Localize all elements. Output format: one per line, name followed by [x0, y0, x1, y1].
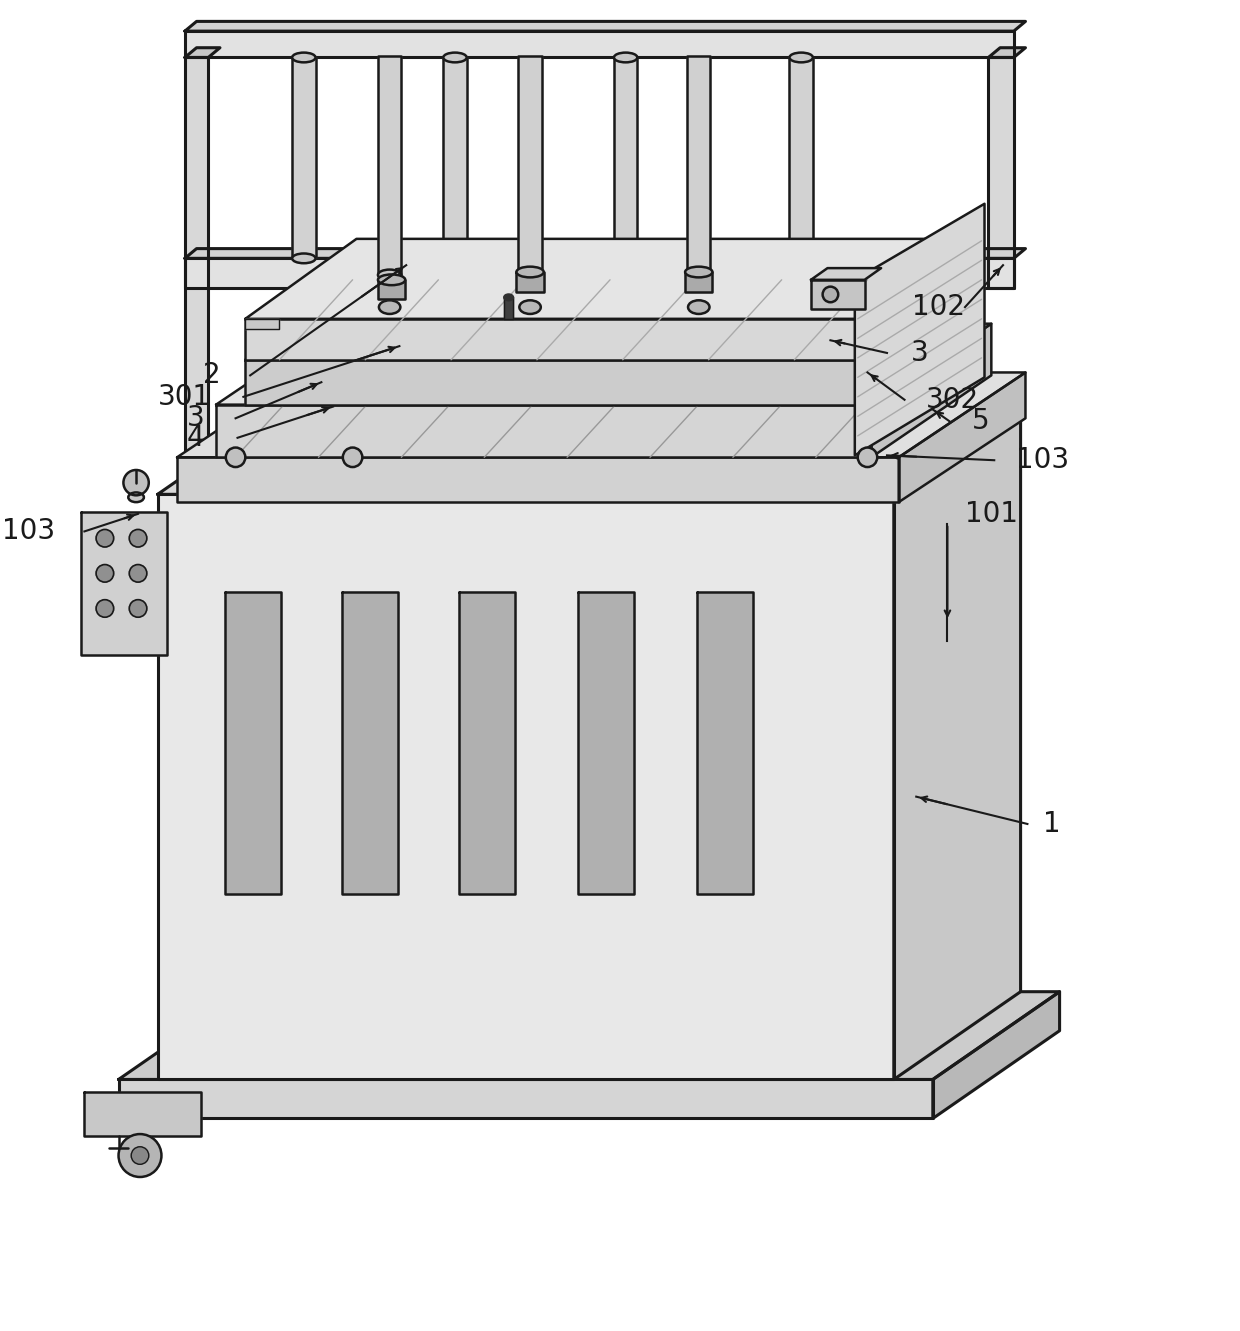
- Polygon shape: [185, 31, 1014, 57]
- Text: 4: 4: [187, 423, 205, 451]
- Polygon shape: [378, 56, 402, 276]
- Ellipse shape: [790, 53, 813, 63]
- Ellipse shape: [614, 253, 637, 264]
- Polygon shape: [686, 272, 713, 291]
- Polygon shape: [246, 319, 279, 329]
- Text: 1: 1: [1043, 811, 1060, 839]
- Ellipse shape: [520, 301, 541, 314]
- Polygon shape: [177, 373, 1025, 458]
- Polygon shape: [378, 280, 405, 299]
- Text: 5: 5: [972, 407, 990, 435]
- Circle shape: [119, 1134, 161, 1177]
- Polygon shape: [854, 204, 985, 455]
- Text: 103: 103: [1016, 446, 1069, 474]
- Ellipse shape: [378, 274, 405, 285]
- Polygon shape: [216, 405, 872, 458]
- Ellipse shape: [687, 270, 711, 281]
- Polygon shape: [858, 238, 968, 359]
- Polygon shape: [790, 57, 813, 258]
- Polygon shape: [518, 56, 542, 276]
- Circle shape: [97, 564, 114, 582]
- Text: 103: 103: [2, 518, 55, 546]
- Polygon shape: [246, 238, 968, 319]
- Polygon shape: [185, 258, 1014, 287]
- Polygon shape: [82, 512, 167, 655]
- Polygon shape: [177, 458, 899, 502]
- Polygon shape: [894, 406, 1021, 1079]
- Ellipse shape: [128, 492, 144, 502]
- Circle shape: [342, 447, 362, 467]
- Polygon shape: [503, 297, 513, 319]
- Polygon shape: [185, 57, 208, 461]
- Polygon shape: [899, 373, 1025, 502]
- Polygon shape: [119, 1079, 932, 1118]
- Polygon shape: [119, 992, 1060, 1079]
- Ellipse shape: [293, 253, 315, 264]
- Polygon shape: [858, 280, 972, 405]
- Polygon shape: [157, 406, 1021, 494]
- Polygon shape: [443, 57, 466, 258]
- Polygon shape: [293, 57, 315, 258]
- Polygon shape: [811, 280, 864, 309]
- Text: 3: 3: [186, 405, 205, 433]
- Text: 302: 302: [926, 386, 980, 414]
- Ellipse shape: [790, 253, 813, 264]
- Text: 3: 3: [910, 339, 928, 367]
- Circle shape: [822, 286, 838, 302]
- Polygon shape: [872, 323, 991, 458]
- Ellipse shape: [378, 270, 402, 281]
- Ellipse shape: [443, 53, 466, 63]
- Polygon shape: [988, 48, 1025, 57]
- Circle shape: [226, 447, 246, 467]
- Polygon shape: [84, 1093, 201, 1137]
- Polygon shape: [811, 268, 882, 280]
- Polygon shape: [459, 592, 516, 894]
- Ellipse shape: [614, 53, 637, 63]
- Ellipse shape: [516, 266, 543, 277]
- Polygon shape: [216, 323, 991, 405]
- Circle shape: [97, 530, 114, 547]
- Circle shape: [129, 530, 146, 547]
- Polygon shape: [614, 57, 637, 258]
- Polygon shape: [246, 359, 858, 405]
- Polygon shape: [687, 56, 711, 276]
- Ellipse shape: [443, 253, 466, 264]
- Ellipse shape: [688, 301, 709, 314]
- Text: 101: 101: [965, 500, 1018, 528]
- Polygon shape: [246, 319, 858, 359]
- Ellipse shape: [686, 266, 713, 277]
- Polygon shape: [988, 57, 1014, 287]
- Ellipse shape: [518, 270, 542, 281]
- Circle shape: [97, 600, 114, 618]
- Polygon shape: [697, 592, 754, 894]
- Ellipse shape: [293, 53, 315, 63]
- Text: 301: 301: [157, 383, 211, 411]
- Circle shape: [131, 1147, 149, 1165]
- Polygon shape: [224, 592, 281, 894]
- Polygon shape: [578, 592, 635, 894]
- Polygon shape: [157, 494, 894, 1079]
- Polygon shape: [185, 48, 219, 57]
- Polygon shape: [246, 280, 972, 359]
- Circle shape: [858, 447, 877, 467]
- Polygon shape: [932, 992, 1060, 1118]
- Polygon shape: [342, 592, 398, 894]
- Circle shape: [129, 600, 146, 618]
- Circle shape: [124, 470, 149, 495]
- Text: 102: 102: [911, 293, 965, 321]
- Polygon shape: [185, 249, 1025, 258]
- Polygon shape: [185, 21, 1025, 31]
- Text: 2: 2: [203, 362, 221, 390]
- Ellipse shape: [379, 301, 401, 314]
- Polygon shape: [516, 272, 543, 291]
- Ellipse shape: [503, 294, 513, 301]
- Circle shape: [129, 564, 146, 582]
